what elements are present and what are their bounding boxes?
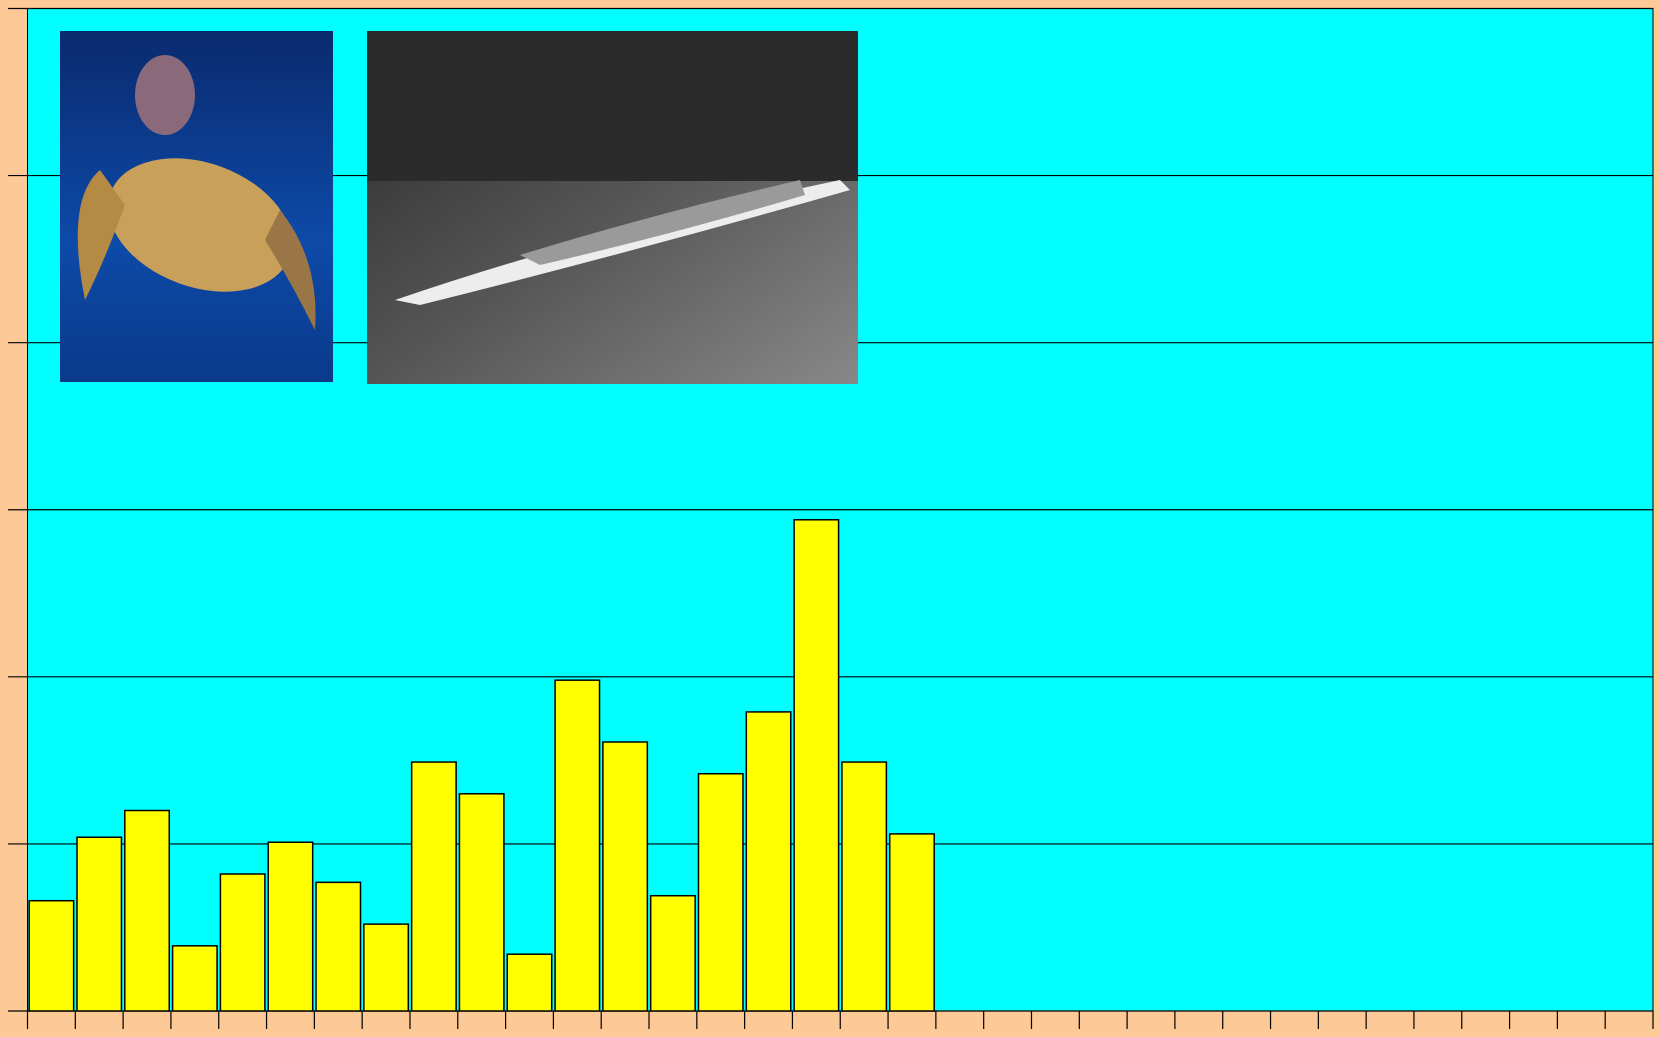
bar (746, 712, 790, 1011)
bar (125, 811, 169, 1012)
bar (220, 874, 264, 1011)
bar (316, 882, 360, 1011)
bar (794, 520, 838, 1011)
bar (555, 680, 599, 1011)
bar (651, 896, 695, 1011)
bar (507, 954, 551, 1011)
bar (412, 762, 456, 1011)
bar (698, 774, 742, 1011)
bar (268, 842, 312, 1011)
bar (364, 924, 408, 1011)
bar (459, 794, 503, 1011)
atoll-photo (367, 31, 858, 384)
turtle-photo (60, 31, 333, 382)
page: {"chart_data": {"type": "bar", "categori… (0, 0, 1660, 1037)
bar (890, 834, 934, 1011)
bar (29, 901, 73, 1011)
bar (77, 837, 121, 1011)
bar (842, 762, 886, 1011)
chart (0, 0, 1660, 1037)
bar (173, 946, 217, 1011)
bar (603, 742, 647, 1011)
